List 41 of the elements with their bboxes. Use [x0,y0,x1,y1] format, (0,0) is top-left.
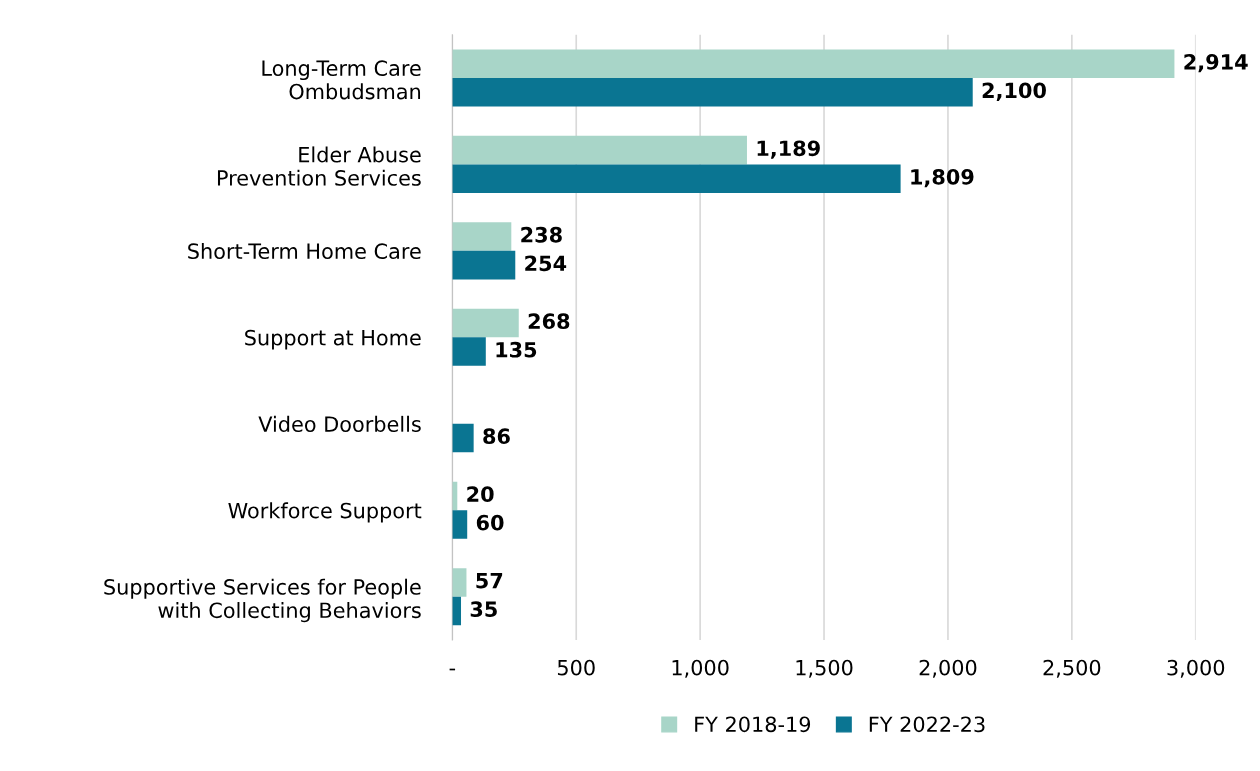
data-label: 2,914 [1184,53,1248,73]
x-tick-label: 500 [557,659,595,676]
data-label: 238 [521,226,562,243]
data-label: 1,809 [911,168,974,188]
data-label: 268 [528,313,570,330]
bar [452,77,973,107]
bar [452,596,462,626]
data-label: 60 [476,514,504,531]
y-tick-label: Workforce Support [228,502,422,523]
bar [452,423,474,453]
x-tick-label: - [449,668,456,671]
data-label: 135 [496,341,537,358]
bar [452,337,486,366]
x-tick-label: 3,000 [1167,659,1225,678]
data-label: 86 [483,428,510,445]
bar [452,308,519,338]
bar [452,250,516,280]
bar [452,49,1175,78]
y-tick-label: Supportive Services for People with Collecting Behaviors [104,578,421,623]
data-label: 254 [525,255,567,272]
y-tick-label: Video Doorbells [258,415,421,432]
bar [452,510,468,539]
bar [452,222,512,251]
y-tick-label: Support at Home [245,329,421,350]
x-tick-label: 2,000 [919,659,977,678]
data-label: 1,189 [757,140,820,159]
bar [452,568,467,597]
y-tick-label: Long-Term Care Ombudsman [262,60,421,100]
x-tick-label: 1,500 [796,659,853,678]
bar [452,164,901,193]
bar [452,135,747,165]
x-tick-label: 2,500 [1043,659,1101,678]
y-tick-label: Elder Abuse Prevention Services [217,146,421,186]
data-label: 57 [476,572,503,589]
x-tick-label: 1,000 [672,659,729,678]
y-tick-label: Short-Term Home Care [188,242,421,260]
legend-label: FY 2018-19 [695,716,811,733]
data-label: 2,100 [982,82,1046,101]
data-label: 35 [470,601,497,618]
data-label: 20 [467,486,494,503]
legend-label: FY 2022-23 [869,716,985,733]
